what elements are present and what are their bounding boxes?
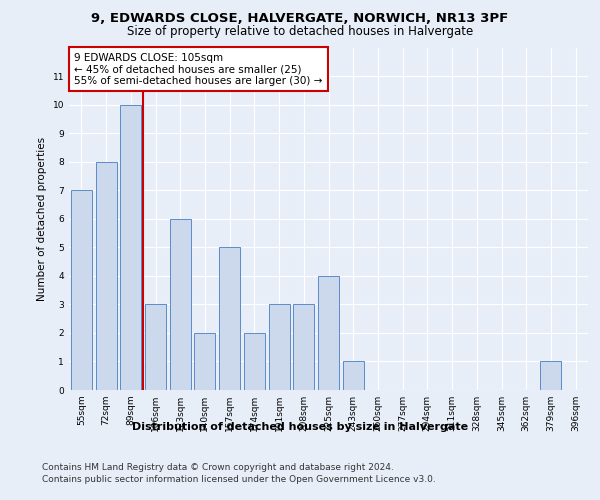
Bar bbox=[145, 304, 166, 390]
Bar bbox=[71, 190, 92, 390]
Bar bbox=[95, 162, 116, 390]
Bar bbox=[269, 304, 290, 390]
Text: 9 EDWARDS CLOSE: 105sqm
← 45% of detached houses are smaller (25)
55% of semi-de: 9 EDWARDS CLOSE: 105sqm ← 45% of detache… bbox=[74, 52, 323, 86]
Text: Contains public sector information licensed under the Open Government Licence v3: Contains public sector information licen… bbox=[42, 475, 436, 484]
Bar bbox=[194, 333, 215, 390]
Bar bbox=[120, 104, 141, 390]
Bar bbox=[318, 276, 339, 390]
Text: 9, EDWARDS CLOSE, HALVERGATE, NORWICH, NR13 3PF: 9, EDWARDS CLOSE, HALVERGATE, NORWICH, N… bbox=[91, 12, 509, 26]
Text: Contains HM Land Registry data © Crown copyright and database right 2024.: Contains HM Land Registry data © Crown c… bbox=[42, 462, 394, 471]
Bar bbox=[244, 333, 265, 390]
Bar bbox=[170, 219, 191, 390]
Y-axis label: Number of detached properties: Number of detached properties bbox=[37, 136, 47, 301]
Text: Distribution of detached houses by size in Halvergate: Distribution of detached houses by size … bbox=[132, 422, 468, 432]
Bar bbox=[293, 304, 314, 390]
Bar bbox=[219, 248, 240, 390]
Bar bbox=[541, 362, 562, 390]
Bar bbox=[343, 362, 364, 390]
Text: Size of property relative to detached houses in Halvergate: Size of property relative to detached ho… bbox=[127, 25, 473, 38]
